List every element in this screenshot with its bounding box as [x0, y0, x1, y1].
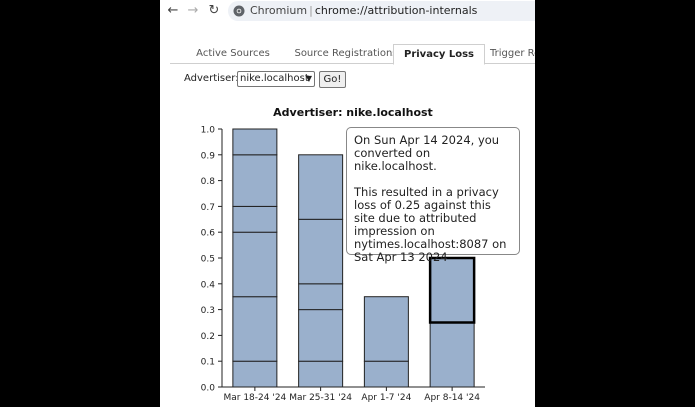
chart-title: Advertiser: nike.localhost [273, 106, 433, 119]
browser-window: ← → ↻ Chromium | chrome://attribution-inte… [160, 0, 535, 407]
bar-segment-highlighted[interactable] [428, 256, 476, 324]
y-tick-label: 0.9 [201, 151, 216, 161]
address-bar[interactable]: Chromium | chrome://attribution-internals [228, 1, 535, 21]
bar-segment[interactable] [363, 360, 409, 388]
url-path: attribution-internals [367, 4, 478, 17]
advertiser-select-value: nike.localhost [240, 73, 309, 84]
tooltip-conversion-text: On Sun Apr 14 2024, you converted on nik… [354, 133, 500, 173]
bar-segment[interactable] [232, 296, 278, 362]
tab-trigger-registrations[interactable]: Trigger Registrations [490, 48, 535, 59]
x-tick-label: Mar 18-24 '24 [223, 393, 286, 403]
go-button[interactable]: Go! [319, 71, 346, 88]
y-tick-label: 0.4 [201, 280, 216, 290]
bar-segment[interactable] [298, 360, 344, 388]
privacy-loss-chart: Advertiser: nike.localhost 0.00.10.20.30… [201, 106, 485, 403]
privacy-loss-tooltip: On Sun Apr 14 2024, you converted on nik… [346, 127, 520, 264]
y-tick-label: 0.0 [201, 384, 216, 394]
url-scheme: chrome:// [314, 4, 368, 17]
y-axis: 0.0 0.1 0.2 0.3 0.4 0.5 0.6 0.7 0.8 0.9 1.0 [201, 126, 223, 394]
y-tick-label: 0.3 [201, 306, 215, 316]
bar-segment[interactable] [298, 218, 344, 285]
x-tick-label: Mar 25-31 '24 [289, 393, 352, 403]
y-tick-label: 0.8 [201, 177, 216, 187]
x-tick-label: Apr 8-14 '24 [424, 393, 480, 403]
advertiser-select[interactable]: nike.localhost ▼ [237, 71, 315, 87]
bar-segment[interactable] [363, 296, 409, 362]
chromium-logo-icon[interactable] [232, 4, 246, 18]
y-tick-label: 0.2 [201, 332, 215, 342]
bar-segment[interactable] [232, 128, 278, 156]
y-tick-label: 0.6 [201, 229, 216, 239]
bar-segment[interactable] [298, 154, 344, 220]
bar-segment[interactable] [232, 231, 278, 298]
chevron-down-icon: ▼ [305, 74, 312, 83]
tooltip-loss-text: This resulted in a privacy loss of 0.25 … [354, 185, 507, 264]
y-tick-label: 1.0 [201, 126, 216, 136]
tab-privacy-loss[interactable]: Privacy Loss [393, 44, 485, 65]
y-tick-label: 0.1 [201, 358, 215, 368]
bar-segment[interactable] [298, 309, 344, 362]
bars [232, 128, 476, 388]
tab-source-registrations[interactable]: Source Registrations [294, 48, 398, 59]
tab-strip: Active Sources Source Registrations Priv… [170, 44, 535, 65]
site-chip-label: Chromium [250, 4, 308, 17]
y-tick-label: 0.5 [201, 255, 215, 265]
tab-active-sources[interactable]: Active Sources [196, 48, 270, 59]
forward-arrow-icon[interactable]: → [187, 2, 199, 18]
reload-icon[interactable]: ↻ [208, 2, 220, 18]
bar-segment[interactable] [232, 360, 278, 388]
x-axis: Mar 18-24 '24 Mar 25-31 '24 Apr 1-7 '24 Apr… [222, 386, 485, 403]
browser-toolbar: ← → ↻ Chromium | chrome://attribution-inte… [160, 0, 535, 22]
bar-segment[interactable] [429, 322, 475, 388]
x-tick-label: Apr 1-7 '24 [361, 393, 411, 403]
bar-segment[interactable] [232, 205, 278, 233]
bar-segment[interactable] [232, 154, 278, 207]
back-arrow-icon[interactable]: ← [167, 2, 179, 18]
advertiser-label: Advertiser: [184, 73, 239, 84]
bar-segment[interactable] [298, 283, 344, 311]
y-tick-label: 0.7 [201, 203, 215, 213]
